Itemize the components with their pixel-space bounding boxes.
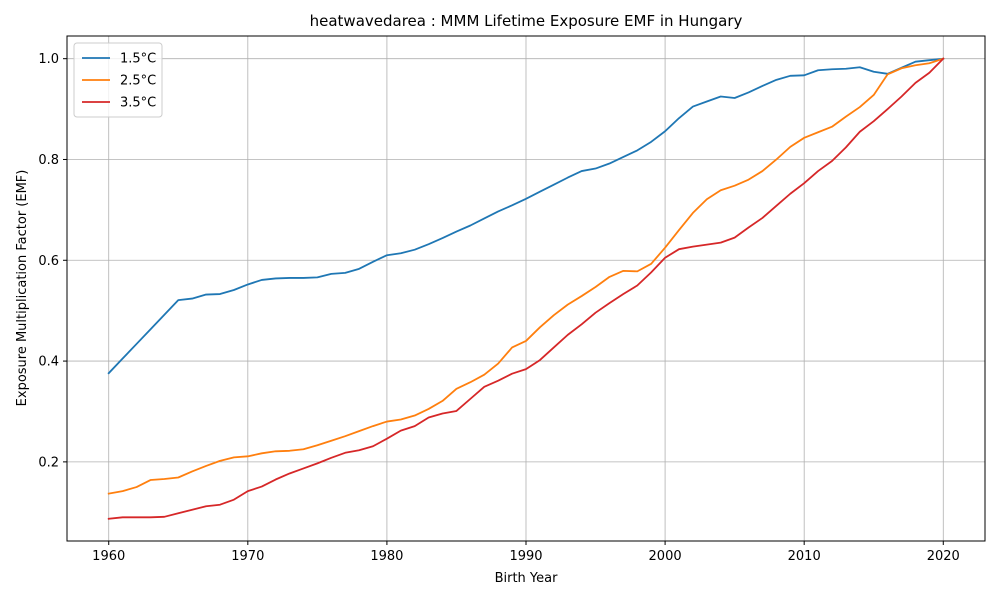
x-axis-label: Birth Year bbox=[495, 571, 559, 586]
x-tick-label: 1980 bbox=[370, 549, 403, 564]
x-tick-label: 2010 bbox=[788, 549, 821, 564]
y-tick-label: 0.4 bbox=[38, 355, 59, 370]
y-tick-label: 1.0 bbox=[38, 52, 59, 67]
y-tick-label: 0.6 bbox=[38, 254, 59, 269]
series-line-3 bbox=[107, 57, 945, 520]
x-tick-label: 2020 bbox=[927, 549, 960, 564]
axis-ticks: 1960 1970 1980 1990 2000 2010 2020 0.2 0.4 0.6 0.8… bbox=[38, 52, 960, 564]
series-line-2 bbox=[107, 57, 945, 495]
y-tick-label: 0.8 bbox=[38, 153, 59, 168]
x-tick-label: 1960 bbox=[92, 549, 125, 564]
series-line-1 bbox=[107, 57, 945, 375]
y-axis-label: Exposure Multiplication Factor (EMF) bbox=[15, 170, 30, 407]
legend-entry-label: 1.5°C bbox=[120, 52, 156, 67]
x-tick-label: 2000 bbox=[649, 549, 682, 564]
grid bbox=[67, 36, 985, 541]
legend: 1.5°C 2.5°C 3.5°C bbox=[73, 42, 163, 118]
legend-entry-label: 3.5°C bbox=[120, 96, 156, 111]
x-tick-label: 1970 bbox=[231, 549, 264, 564]
y-tick-label: 0.2 bbox=[38, 455, 59, 470]
x-tick-label: 1990 bbox=[509, 549, 542, 564]
series-lines bbox=[107, 57, 945, 520]
chart-title: heatwavedarea : MMM Lifetime Exposure EM… bbox=[310, 12, 743, 30]
legend-box bbox=[73, 42, 163, 118]
legend-entry-label: 2.5°C bbox=[120, 74, 156, 89]
